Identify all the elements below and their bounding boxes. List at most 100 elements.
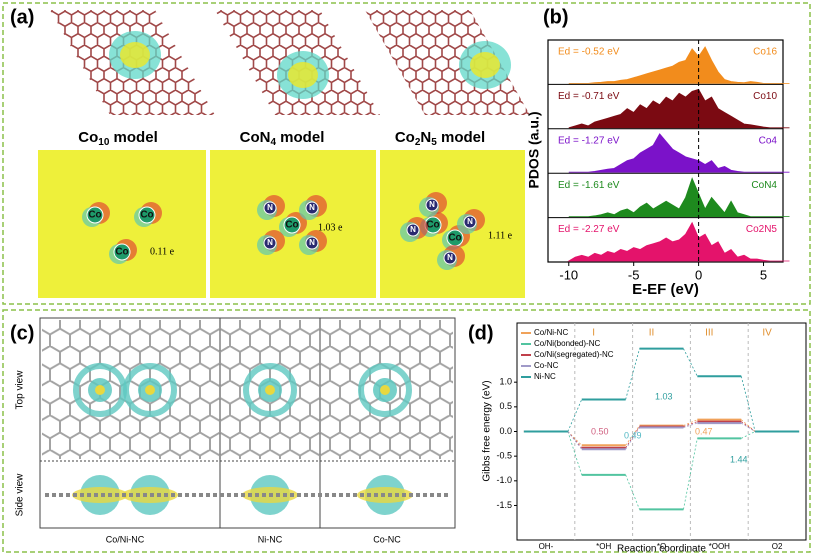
- connector: [567, 431, 583, 449]
- connector: [740, 376, 756, 432]
- annotation: 0.47: [695, 426, 713, 436]
- y-axis-label: Gibbs free energy (eV): [482, 380, 493, 481]
- legend-label: Ni-NC: [534, 372, 556, 381]
- connector: [567, 399, 583, 432]
- atom-label: N: [467, 217, 473, 226]
- model-label-part: model: [437, 129, 485, 146]
- x-tick-label: 5: [760, 267, 767, 282]
- y-tick-label: 0.0: [499, 426, 512, 436]
- annotation: 1.44: [730, 454, 748, 464]
- d-band-label: Ed = -0.71 eV: [558, 91, 620, 102]
- atom-label: N: [309, 203, 315, 212]
- connector: [741, 431, 756, 439]
- atom-label: N: [410, 225, 416, 234]
- connector: [683, 419, 698, 426]
- x-tick-label: *OOH: [709, 542, 731, 551]
- atom: [86, 206, 104, 224]
- x-axis-label: Reaction coordinate: [617, 544, 706, 555]
- legend-label: Co/Ni-NC: [534, 328, 568, 337]
- pdos-area: [568, 133, 790, 173]
- column-label: Ni-NC: [258, 534, 283, 544]
- atom-label: N: [447, 253, 453, 262]
- connector: [683, 348, 698, 377]
- series-label: Co4: [759, 135, 778, 146]
- atom-label: N: [429, 200, 435, 209]
- series-label: Co16: [753, 47, 777, 58]
- atom: [283, 216, 301, 234]
- y-tick-label: 0.5: [499, 401, 512, 411]
- charge-map: [380, 150, 525, 298]
- connector: [741, 421, 756, 432]
- atom-label: Co: [88, 210, 101, 221]
- column-label: Co/Ni-NC: [106, 534, 145, 544]
- panel-label: (d): [468, 322, 494, 344]
- d-band-label: Ed = -0.52 eV: [558, 47, 620, 58]
- side-density: [72, 487, 128, 503]
- atom: [138, 206, 156, 224]
- panel-label: (a): [10, 6, 34, 28]
- plot-frame: [547, 39, 784, 263]
- x-tick-label: -5: [628, 267, 640, 282]
- connector: [741, 419, 756, 432]
- d-band-label: Ed = -2.27 eV: [558, 224, 620, 235]
- pdos-area: [567, 221, 790, 262]
- atom-label: Co: [448, 233, 461, 244]
- charge-density: [123, 363, 177, 417]
- x-axis-label: E-EF (eV): [632, 281, 699, 298]
- charge-map: [38, 150, 206, 298]
- panel-border: [2, 2, 811, 305]
- connector: [625, 425, 640, 446]
- legend-label: Co/Ni(segregated)-NC: [534, 350, 614, 359]
- charge-density: [243, 363, 297, 417]
- charge-core: [95, 385, 105, 395]
- connector: [567, 431, 583, 446]
- x-tick-label: *O: [657, 542, 666, 551]
- connector: [625, 427, 640, 450]
- x-tick-label: 0: [695, 267, 702, 282]
- atom-label: N: [309, 238, 315, 247]
- column-label: Co-NC: [373, 534, 401, 544]
- charge-density: [120, 42, 150, 68]
- region-label: I: [592, 328, 595, 339]
- y-tick-label: 1.0: [499, 377, 512, 387]
- atom: [263, 201, 277, 215]
- annotation: 0.49: [624, 430, 642, 440]
- model-label: CoN4 model: [240, 129, 325, 148]
- series-label: CoN4: [751, 180, 777, 191]
- charge-core: [380, 385, 390, 395]
- model-label-part: CoN: [240, 129, 271, 146]
- connector: [741, 422, 756, 432]
- connector: [567, 431, 583, 476]
- charge-label: 1.11 e: [488, 230, 513, 241]
- atom: [263, 236, 277, 250]
- atom-label: Co: [426, 220, 439, 231]
- d-band-label: Ed = -1.27 eV: [558, 135, 620, 146]
- view-label: Top view: [15, 370, 26, 410]
- region-label: III: [705, 328, 713, 339]
- pdos-area: [568, 46, 790, 84]
- model-label-part: Co: [395, 129, 415, 146]
- d-band-label: Ed = -1.61 eV: [558, 180, 620, 191]
- charge-label: 0.11 e: [150, 246, 175, 257]
- legend-label: Co-NC: [534, 361, 559, 370]
- legend-label: Co/Ni(bonded)-NC: [534, 339, 600, 348]
- x-tick-label: -10: [559, 267, 578, 282]
- y-tick-label: -1.0: [496, 475, 512, 485]
- x-tick-label: OH-: [539, 542, 554, 551]
- series-label: Co2N5: [746, 224, 778, 235]
- region-label: IV: [762, 328, 772, 339]
- connector: [567, 431, 583, 450]
- atom: [305, 236, 319, 250]
- atom-label: N: [267, 238, 273, 247]
- atom-label: Co: [115, 247, 128, 258]
- model-label-part: N: [420, 129, 431, 146]
- annotation: 0.50: [591, 426, 609, 436]
- atom: [443, 251, 457, 265]
- y-axis-label: PDOS (a.u.): [526, 111, 542, 188]
- model-label-part: model: [276, 129, 324, 146]
- model-label-part: 2: [415, 137, 421, 148]
- view-label: Side view: [15, 473, 26, 517]
- atom-label: Co: [140, 210, 153, 221]
- atom: [406, 223, 420, 237]
